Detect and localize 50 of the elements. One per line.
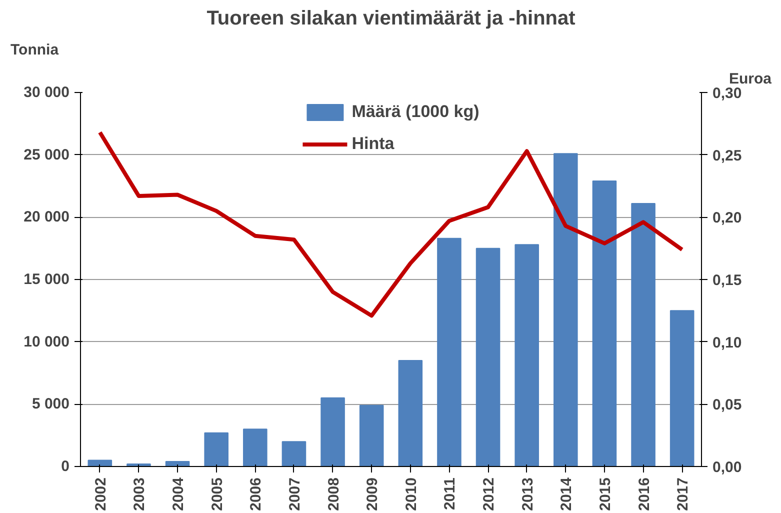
bar	[631, 202, 656, 466]
y-tick-label: 10 000	[24, 333, 70, 350]
y-tick-label: 25 000	[24, 146, 70, 164]
y2-tick-label: 0,10	[712, 334, 742, 352]
x-tick-label: 2003	[131, 477, 148, 511]
x-tick-label: 2010	[402, 477, 420, 511]
bar	[670, 310, 694, 466]
y-tick-label: 15 000	[24, 271, 70, 288]
x-tick-label: 2005	[208, 477, 226, 511]
bar	[165, 461, 190, 466]
y2-tick-label: 0,30	[712, 85, 742, 102]
x-tick-label: 2013	[519, 477, 536, 511]
y2-axis-title: Euroa	[728, 70, 772, 88]
line-series	[98, 130, 684, 318]
bar	[320, 397, 345, 466]
x-tick-label: 2014	[558, 476, 576, 511]
bar	[359, 404, 384, 466]
x-tick-label: 2017	[674, 477, 692, 511]
legend-label: Määrä (1000 kg)	[352, 102, 480, 122]
bar	[514, 244, 539, 466]
x-tick-label: 2011	[442, 477, 459, 510]
y2-tick-label: 0,25	[712, 147, 742, 164]
x-tick-label: 2016	[636, 477, 653, 511]
x-tick-label: 2004	[170, 476, 188, 511]
y2-tick-label: 0,00	[712, 459, 742, 476]
bar	[282, 441, 306, 466]
bar	[398, 360, 423, 466]
x-tick-label: 2002	[92, 477, 110, 511]
bar	[204, 432, 228, 466]
y-tick-label: 0	[61, 458, 70, 475]
y2-tick-label: 0,20	[712, 210, 742, 227]
x-tick-label: 2009	[364, 477, 382, 511]
bar	[476, 248, 500, 466]
y2-tick-label: 0,15	[712, 272, 742, 289]
legend-label: Hinta	[352, 134, 394, 154]
bar	[243, 428, 268, 466]
y2-tick-label: 0,05	[712, 396, 742, 414]
x-tick-label: 2008	[325, 477, 342, 511]
chart-title: Tuoreen silakan vientimäärät ja -hinnat	[206, 8, 576, 30]
bar	[592, 180, 617, 466]
x-tick-label: 2007	[286, 477, 304, 511]
y-tick-label: 30 000	[24, 84, 70, 101]
bar	[437, 238, 462, 466]
y-tick-label: 5 000	[32, 396, 70, 413]
y-axis-title: Tonnia	[10, 42, 60, 58]
y-tick-label: 20 000	[24, 208, 70, 226]
x-tick-label: 2006	[248, 477, 265, 511]
x-tick-label: 2015	[596, 477, 614, 511]
bar	[554, 153, 578, 466]
x-tick-label: 2012	[480, 477, 498, 511]
